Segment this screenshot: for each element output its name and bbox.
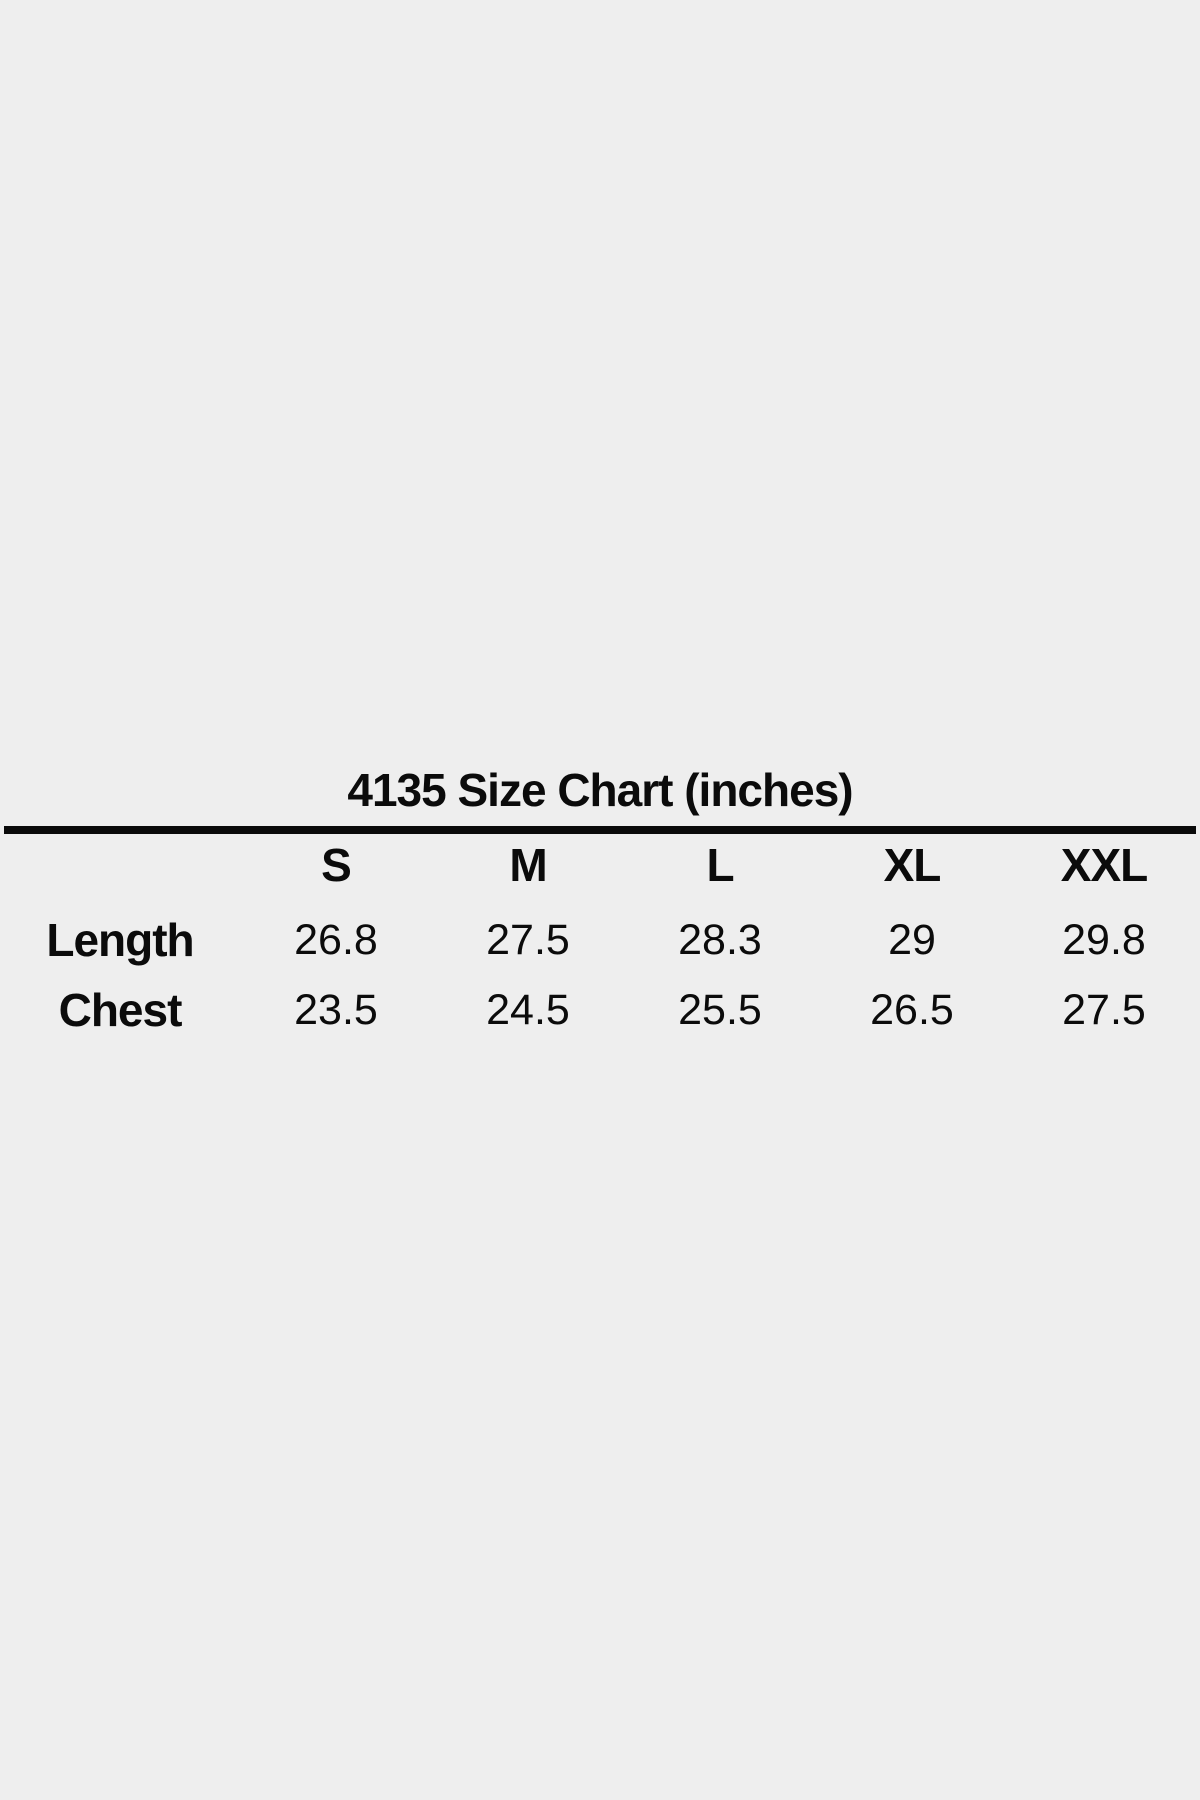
col-header-s: S (321, 839, 352, 891)
length-value-xl: 29 (888, 916, 936, 964)
col-header-l: L (706, 839, 734, 891)
row-label-length: Length (46, 914, 194, 966)
col-header-m: M (509, 839, 547, 891)
title-divider-rule (4, 826, 1196, 834)
chest-value-xl: 26.5 (870, 986, 954, 1034)
table-row-chest: Chest 23.5 24.5 25.5 26.5 27.5 (0, 987, 1200, 1033)
chest-value-m: 24.5 (486, 986, 570, 1034)
col-header-xl: XL (883, 839, 942, 891)
length-value-xxl: 29.8 (1062, 916, 1146, 964)
size-chart-title: 4135 Size Chart (inches) (347, 764, 853, 816)
size-header-row: S M L XL XXL (0, 842, 1200, 888)
corner-empty-cell (0, 842, 240, 888)
length-value-l: 28.3 (678, 916, 762, 964)
length-value-m: 27.5 (486, 916, 570, 964)
chest-value-s: 23.5 (294, 986, 378, 1034)
length-value-s: 26.8 (294, 916, 378, 964)
chest-value-xxl: 27.5 (1062, 986, 1146, 1034)
col-header-xxl: XXL (1060, 839, 1148, 891)
chest-value-l: 25.5 (678, 986, 762, 1034)
row-label-chest: Chest (58, 984, 183, 1036)
table-row-length: Length 26.8 27.5 28.3 29 29.8 (0, 917, 1200, 963)
